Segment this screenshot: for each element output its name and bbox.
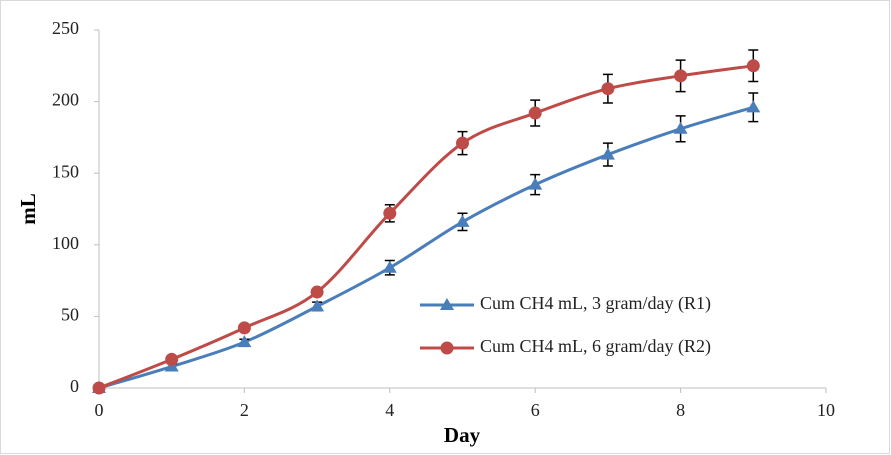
legend-label: Cum CH4 mL, 6 gram/day (R2) bbox=[480, 336, 711, 357]
x-tick-label: 10 bbox=[817, 400, 835, 420]
y-axis-title: mL bbox=[16, 193, 40, 225]
point bbox=[455, 214, 470, 227]
point bbox=[382, 260, 397, 273]
legend-label: Cum CH4 mL, 3 gram/day (R1) bbox=[480, 293, 711, 314]
point bbox=[746, 100, 761, 113]
point bbox=[456, 136, 469, 150]
y-tick-label: 150 bbox=[52, 161, 79, 181]
point bbox=[528, 177, 543, 190]
legend-marker bbox=[440, 298, 454, 310]
y-tick-label: 200 bbox=[52, 90, 79, 110]
series-line bbox=[98, 105, 754, 390]
y-tick-label: 0 bbox=[70, 376, 79, 396]
y-tick-label: 50 bbox=[61, 305, 79, 325]
point bbox=[165, 352, 179, 366]
point bbox=[674, 69, 688, 83]
x-tick-label: 2 bbox=[240, 400, 249, 420]
point bbox=[601, 82, 615, 96]
point bbox=[673, 121, 688, 134]
x-tick-label: 8 bbox=[676, 400, 685, 420]
point bbox=[528, 106, 542, 120]
point bbox=[600, 147, 615, 160]
series-line bbox=[98, 64, 754, 390]
point bbox=[383, 206, 397, 220]
x-tick-label: 4 bbox=[385, 400, 394, 420]
y-tick-label: 100 bbox=[52, 233, 79, 253]
point bbox=[310, 299, 325, 312]
x-tick-label: 6 bbox=[531, 400, 540, 420]
point bbox=[746, 59, 760, 73]
point bbox=[310, 285, 324, 299]
x-tick-label: 0 bbox=[95, 400, 104, 420]
point bbox=[237, 321, 251, 335]
y-tick-label: 250 bbox=[52, 18, 79, 38]
point bbox=[237, 335, 252, 348]
point bbox=[92, 381, 106, 395]
legend-marker bbox=[440, 341, 454, 355]
x-axis-title: Day bbox=[444, 423, 481, 447]
